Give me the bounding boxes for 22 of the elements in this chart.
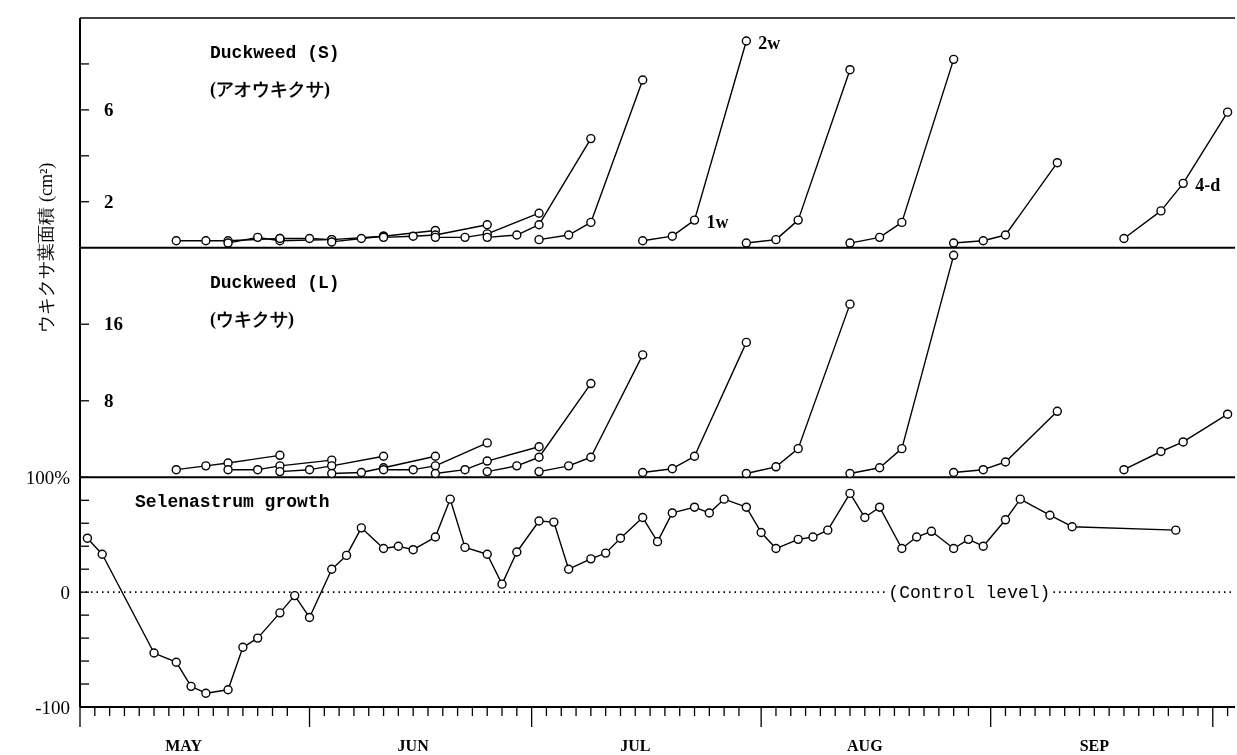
x-tick-label: JUN	[397, 737, 430, 754]
annotation: Selenastrum growth	[135, 492, 330, 513]
annotation: (ウキクサ)	[210, 308, 294, 330]
x-tick-label: SEP	[1079, 737, 1110, 754]
annotation: 2w	[758, 32, 781, 53]
annotation: Duckweed (S)	[210, 43, 340, 63]
annotation: Duckweed (L)	[210, 272, 340, 293]
y-axis-title: ウキクサ葉面積 (cm²)	[36, 162, 57, 333]
x-tick-label: MAY	[165, 737, 203, 754]
x-tick-label: JUL	[620, 737, 651, 754]
annotation: 1w	[706, 212, 729, 233]
y-tick-label: 16	[104, 313, 123, 335]
ref-line-label: (Control level)	[888, 583, 1051, 604]
y-tick-label: 2	[104, 190, 114, 212]
annotation: (アオウキクサ)	[210, 79, 330, 100]
y-tick-label: -100	[35, 697, 70, 718]
y-tick-label: 6	[104, 98, 114, 120]
y-tick-label: 8	[104, 389, 114, 411]
x-tick-label: AUG	[847, 737, 884, 754]
y-tick-label: 0	[60, 582, 70, 604]
annotation: 4-d	[1195, 175, 1221, 196]
y-tick-label: 100%	[25, 467, 71, 489]
